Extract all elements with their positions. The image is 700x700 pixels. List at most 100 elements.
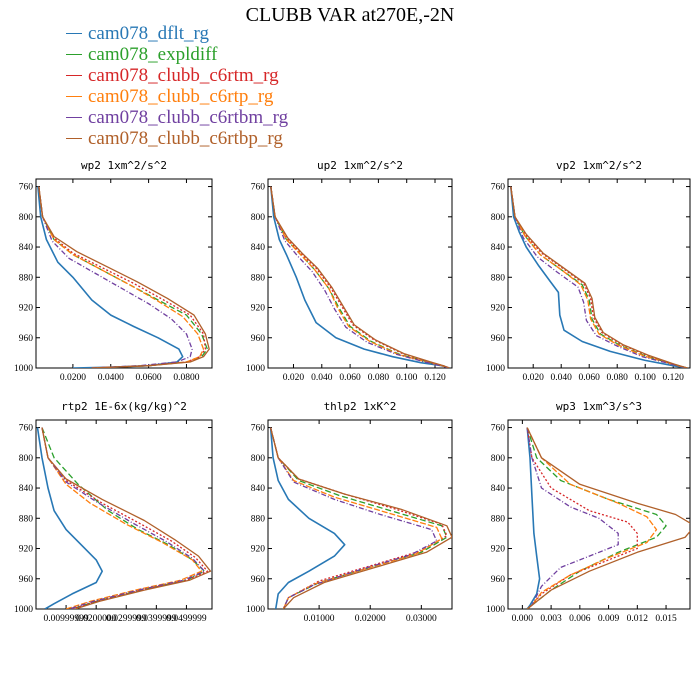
y-tick-label: 960 <box>491 334 506 344</box>
y-tick-label: 1000 <box>486 605 505 615</box>
legend-item: cam078_dflt_rg <box>66 23 288 44</box>
plot-frame <box>267 178 453 369</box>
x-tick-label: 0.03000 <box>406 614 437 624</box>
legend-label: cam078_clubb_c6rtp_rg <box>88 86 274 107</box>
x-tick-label: 0.020 <box>523 373 545 383</box>
series-line <box>38 186 205 368</box>
panel-title: rtp2 1E-6x(kg/kg)^2 <box>61 400 187 413</box>
x-tick-label: 0.0399999 <box>136 614 177 624</box>
series-line <box>270 186 450 368</box>
panel-title: up2 1xm^2/s^2 <box>317 159 403 172</box>
legend-item: cam078_clubb_c6rtm_rg <box>66 65 288 86</box>
legend-label: cam078_clubb_c6rtm_rg <box>88 65 279 86</box>
x-tick-label: 0.0600 <box>136 373 162 383</box>
legend-item: cam078_clubb_c6rtbm_rg <box>66 107 288 128</box>
y-tick-label: 800 <box>491 213 506 223</box>
series-group <box>526 427 690 609</box>
y-tick-label: 920 <box>251 545 266 555</box>
x-tick-label: 0.0499999 <box>166 614 207 624</box>
x-tick-label: 0.009 <box>598 614 620 624</box>
series-line <box>270 186 450 368</box>
y-tick-label: 800 <box>251 213 266 223</box>
panel-title: vp2 1xm^2/s^2 <box>556 159 642 172</box>
series-line <box>270 186 450 368</box>
x-tick-label: 0.006 <box>569 614 591 624</box>
legend-swatch <box>66 75 82 76</box>
x-tick-label: 0.0800 <box>173 373 199 383</box>
x-tick-label: 0.060 <box>339 373 361 383</box>
plot-frame <box>35 178 213 369</box>
series-line <box>270 186 450 368</box>
series-line <box>38 186 210 368</box>
legend-item: cam078_clubb_c6rtp_rg <box>66 86 288 107</box>
series-line <box>510 186 688 368</box>
x-tick-label: 0.0400 <box>98 373 124 383</box>
y-tick-label: 760 <box>491 424 506 434</box>
series-group <box>510 186 688 368</box>
y-tick-label: 760 <box>251 183 266 193</box>
plot-frame <box>267 419 453 610</box>
legend-label: cam078_clubb_c6rtbm_rg <box>88 107 289 128</box>
series-line <box>526 427 638 609</box>
series-line <box>510 186 688 368</box>
plot-frame <box>507 419 691 610</box>
series-group <box>37 186 210 368</box>
y-tick-label: 920 <box>251 304 266 314</box>
y-tick-label: 880 <box>19 514 34 524</box>
y-tick-label: 1000 <box>246 364 265 374</box>
y-tick-label: 760 <box>491 183 506 193</box>
x-tick-label: 0.012 <box>627 614 649 624</box>
series-line <box>269 427 438 609</box>
y-tick-label: 960 <box>251 334 266 344</box>
y-tick-label: 1000 <box>486 364 505 374</box>
x-tick-label: 0.080 <box>607 373 629 383</box>
y-tick-label: 880 <box>251 273 266 283</box>
figure-title: CLUBB VAR at270E,-2N <box>245 4 455 26</box>
y-tick-label: 960 <box>251 575 266 585</box>
y-tick-label: 840 <box>19 243 34 253</box>
x-tick-label: 0.000 <box>512 614 534 624</box>
y-tick-label: 760 <box>19 183 34 193</box>
x-tick-label: 0.020 <box>283 373 305 383</box>
series-line <box>526 427 667 609</box>
series-line <box>38 186 208 368</box>
y-tick-label: 880 <box>19 273 34 283</box>
legend-label: cam078_clubb_c6rtbp_rg <box>88 128 283 149</box>
x-tick-label: 0.0299999 <box>106 614 147 624</box>
y-tick-label: 1000 <box>14 364 33 374</box>
series-line <box>37 186 184 368</box>
series-line <box>41 427 203 609</box>
series-line <box>38 186 207 368</box>
panel-title: wp3 1xm^3/s^3 <box>556 400 642 413</box>
y-tick-label: 1000 <box>246 605 265 615</box>
plot-frame <box>507 178 691 369</box>
y-tick-label: 960 <box>19 334 34 344</box>
panel-title: wp2 1xm^2/s^2 <box>81 159 167 172</box>
x-tick-label: 0.040 <box>551 373 573 383</box>
y-tick-label: 800 <box>251 454 266 464</box>
chart-panel: wp2 1xm^2/s^2 760 800 840 880 920 960 1000 0.020… <box>14 159 213 383</box>
x-tick-label: 0.120 <box>424 373 446 383</box>
legend-swatch <box>66 54 82 55</box>
y-tick-label: 880 <box>491 273 506 283</box>
y-tick-label: 880 <box>251 514 266 524</box>
legend: cam078_dflt_rg cam078_expldiff cam078_club… <box>66 23 288 149</box>
series-line <box>270 186 450 368</box>
y-tick-label: 1000 <box>14 605 33 615</box>
series-line <box>38 186 193 368</box>
y-tick-label: 800 <box>19 213 34 223</box>
legend-label: cam078_dflt_rg <box>88 23 210 44</box>
y-tick-label: 960 <box>491 575 506 585</box>
legend-swatch <box>66 138 82 139</box>
x-tick-label: 0.100 <box>635 373 657 383</box>
y-tick-label: 760 <box>19 424 34 434</box>
y-tick-label: 840 <box>251 243 266 253</box>
y-tick-label: 800 <box>19 454 34 464</box>
y-tick-label: 840 <box>19 484 34 494</box>
series-line <box>526 427 541 609</box>
y-tick-label: 920 <box>491 545 506 555</box>
x-tick-label: 0.01000 <box>304 614 335 624</box>
plot-frame <box>35 419 213 610</box>
